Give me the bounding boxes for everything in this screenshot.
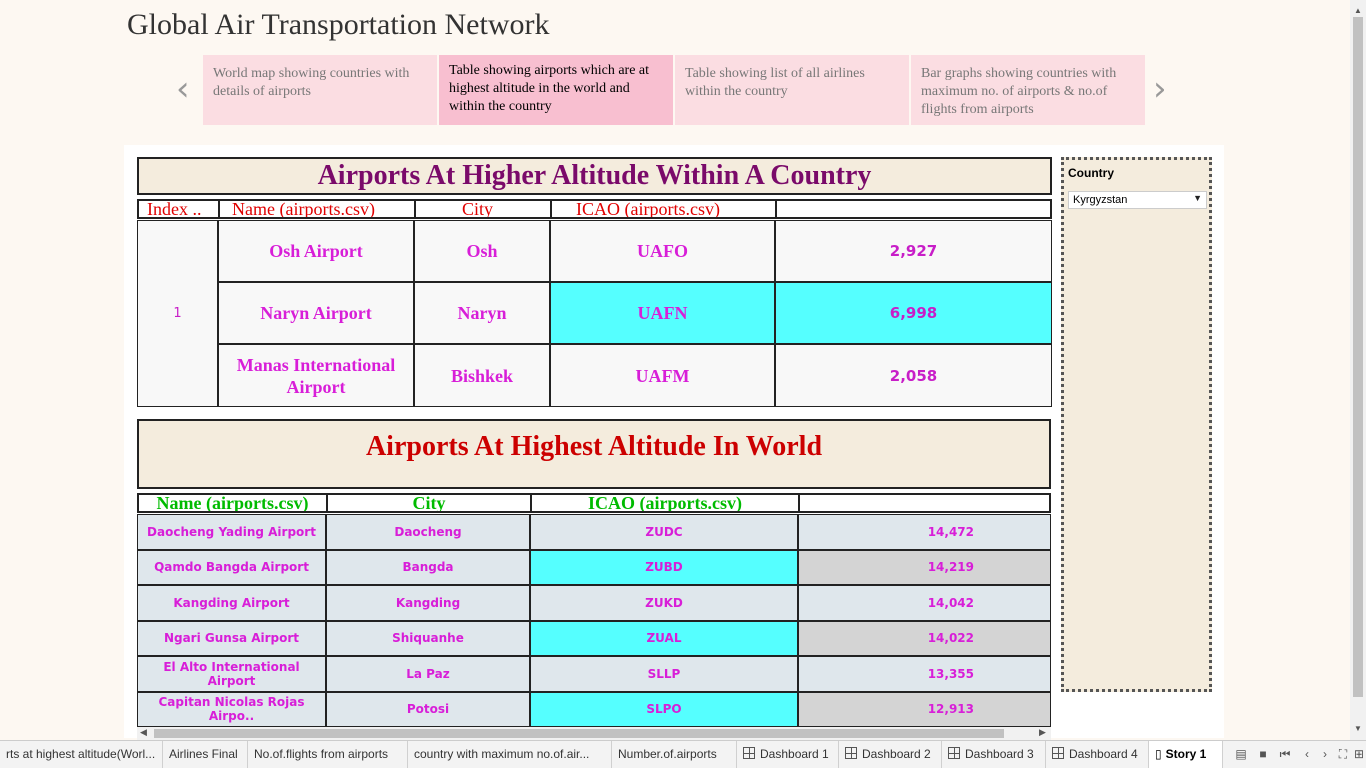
tab-dashboard-3[interactable]: Dashboard 3 <box>942 741 1046 768</box>
country-dropdown-value: Kyrgyzstan <box>1073 194 1128 206</box>
grid-view-icon[interactable]: ⊞ <box>1353 747 1365 761</box>
world-airport-name-cell[interactable]: Qamdo Bangda Airport <box>137 549 326 585</box>
header-index[interactable]: Index .. <box>137 199 218 219</box>
airport-name-cell[interactable]: Naryn Airport <box>218 282 414 344</box>
story-point-2-active[interactable]: Table showing airports which are at high… <box>439 55 673 125</box>
world-airport-name-cell[interactable]: Ngari Gunsa Airport <box>137 620 326 656</box>
icao-cell[interactable]: UAFN <box>550 282 775 344</box>
airport-name-cell[interactable]: Osh Airport <box>218 220 414 282</box>
country-dropdown[interactable]: Kyrgyzstan ▼ <box>1068 191 1207 209</box>
tab-story-1[interactable]: ▯ Story 1 <box>1149 741 1223 768</box>
world-city-cell[interactable]: Shiquanhe <box>326 620 530 656</box>
country-filter-panel: Country Kyrgyzstan ▼ <box>1061 157 1212 692</box>
chevron-down-icon[interactable]: ▼ <box>1193 193 1202 203</box>
altitude-cell[interactable]: 6,998 <box>775 282 1052 344</box>
world-altitude-cell[interactable]: 14,472 <box>798 514 1051 550</box>
icao-cell[interactable]: UAFM <box>550 344 775 407</box>
world-altitude-cell[interactable]: 12,913 <box>798 691 1051 727</box>
world-altitude-cell[interactable]: 13,355 <box>798 656 1051 692</box>
index-cell: 1 <box>137 220 218 407</box>
world-airport-name-cell[interactable]: Capitan Nicolas Rojas Airpo.. <box>137 691 326 727</box>
world-icao-cell[interactable]: ZUDC <box>530 514 798 550</box>
world-altitude-cell[interactable]: 14,219 <box>798 549 1051 585</box>
tab-dashboard-2[interactable]: Dashboard 2 <box>839 741 942 768</box>
world-city-cell[interactable]: Potosi <box>326 691 530 727</box>
dashboard-icon <box>845 747 857 759</box>
world-altitude-cell[interactable]: 14,042 <box>798 585 1051 621</box>
world-city-cell[interactable]: Kangding <box>326 585 530 621</box>
world-icao-cell[interactable]: SLPO <box>530 691 798 727</box>
filmstrip-view-icon[interactable]: ▤ <box>1235 747 1247 761</box>
story-point-4[interactable]: Bar graphs showing countries with maximu… <box>911 55 1145 125</box>
world-header-name[interactable]: Name (airports.csv) <box>137 493 326 513</box>
next-story-point-arrow[interactable]: › <box>1153 69 1167 109</box>
world-header-altitude[interactable] <box>798 493 1051 513</box>
previous-sheet-icon[interactable]: ‹ <box>1305 747 1309 761</box>
tab-dashboard-1[interactable]: Dashboard 1 <box>737 741 839 768</box>
tab-sheet-country-max[interactable]: country with maximum no.of.air... <box>408 741 612 768</box>
city-cell[interactable]: Bishkek <box>414 344 550 407</box>
scroll-left-icon[interactable]: ◀ <box>140 727 147 737</box>
world-icao-cell[interactable]: ZUAL <box>530 620 798 656</box>
dashboard-icon <box>948 747 960 759</box>
vertical-scrollbar[interactable]: ▲ ▼ <box>1350 0 1366 740</box>
world-header-icao[interactable]: ICAO (airports.csv) <box>530 493 798 513</box>
airport-name-cell[interactable]: Manas International Airport <box>218 344 414 407</box>
altitude-cell[interactable]: 2,927 <box>775 220 1052 282</box>
next-sheet-icon[interactable]: › <box>1323 747 1327 761</box>
world-altitude-cell[interactable]: 14,022 <box>798 620 1051 656</box>
city-cell[interactable]: Osh <box>414 220 550 282</box>
world-city-cell[interactable]: Bangda <box>326 549 530 585</box>
single-view-icon[interactable]: ■ <box>1259 747 1267 761</box>
tab-sheet-number-airports[interactable]: Number.of.airports <box>612 741 737 768</box>
header-name[interactable]: Name (airports.csv) <box>218 199 414 219</box>
horizontal-scrollbar[interactable]: ◀ ▶ <box>137 727 1051 740</box>
dashboard-icon <box>1052 747 1064 759</box>
world-header-city[interactable]: City <box>326 493 530 513</box>
vertical-scroll-thumb[interactable] <box>1353 17 1363 697</box>
sheet-tab-bar: rts at highest altitude(Worl... Airlines… <box>0 740 1366 768</box>
world-airport-name-cell[interactable]: Kangding Airport <box>137 585 326 621</box>
altitude-cell[interactable]: 2,058 <box>775 344 1052 407</box>
story-point-1[interactable]: World map showing countries with details… <box>203 55 437 125</box>
world-city-cell[interactable]: La Paz <box>326 656 530 692</box>
header-icao[interactable]: ICAO (airports.csv) <box>550 199 775 219</box>
scroll-down-icon[interactable]: ▼ <box>1354 724 1362 733</box>
tab-sheet-airlines-final[interactable]: Airlines Final <box>163 741 248 768</box>
tab-dashboard-4[interactable]: Dashboard 4 <box>1046 741 1149 768</box>
icao-cell[interactable]: UAFO <box>550 220 775 282</box>
scroll-up-icon[interactable]: ▲ <box>1354 6 1362 15</box>
world-city-cell[interactable]: Daocheng <box>326 514 530 550</box>
story-icon: ▯ <box>1155 747 1162 761</box>
world-airport-name-cell[interactable]: Daocheng Yading Airport <box>137 514 326 550</box>
header-city[interactable]: City <box>414 199 550 219</box>
country-table-title: Airports At Higher Altitude Within A Cou… <box>137 157 1052 195</box>
story-title: Global Air Transportation Network <box>127 8 550 41</box>
scroll-right-icon[interactable]: ▶ <box>1039 727 1046 737</box>
world-icao-cell[interactable]: SLLP <box>530 656 798 692</box>
story-point-3[interactable]: Table showing list of all airlines withi… <box>675 55 909 125</box>
filter-title: Country <box>1068 166 1114 180</box>
world-icao-cell[interactable]: ZUBD <box>530 549 798 585</box>
city-cell[interactable]: Naryn <box>414 282 550 344</box>
world-icao-cell[interactable]: ZUKD <box>530 585 798 621</box>
dashboard-icon <box>743 747 755 759</box>
fullscreen-icon[interactable]: ⛶ <box>1338 747 1348 761</box>
tab-sheet-world-altitude[interactable]: rts at highest altitude(Worl... <box>0 741 163 768</box>
previous-story-point-arrow[interactable]: ‹ <box>176 69 190 109</box>
horizontal-scroll-thumb[interactable] <box>154 729 1004 738</box>
world-table-title: Airports At Highest Altitude In World <box>137 419 1051 489</box>
tab-sheet-flights[interactable]: No.of.flights from airports <box>248 741 408 768</box>
header-altitude[interactable] <box>775 199 1052 219</box>
first-sheet-icon[interactable]: ⏮ <box>1279 747 1291 761</box>
world-airport-name-cell[interactable]: El Alto International Airport <box>137 656 326 692</box>
